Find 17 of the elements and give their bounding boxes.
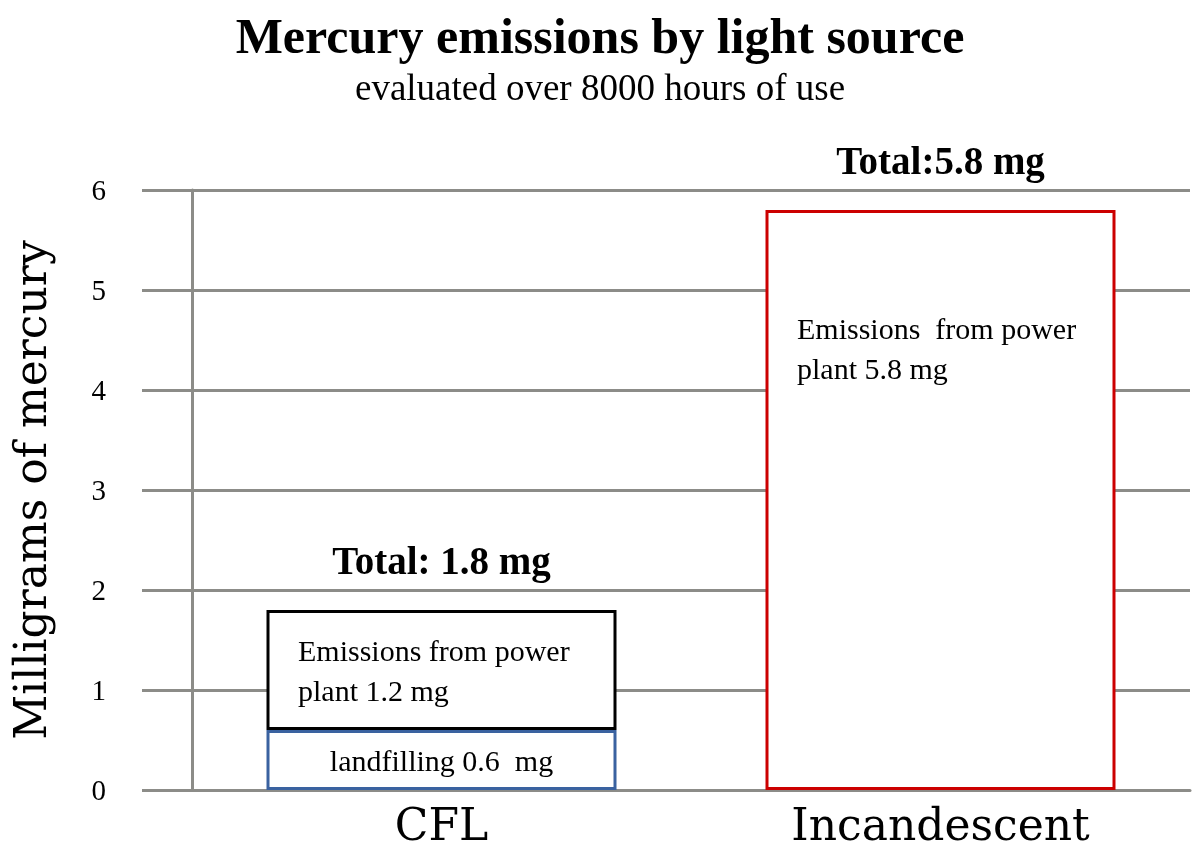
data-label: landfilling 0.6 mg [329, 743, 554, 777]
chart-subtitle: evaluated over 8000 hours of use [354, 67, 846, 108]
y-tick-label: 1 [91, 674, 106, 706]
y-tick-label: 4 [91, 374, 107, 406]
total-label: Total: 1.8 mg [332, 539, 552, 583]
x-tick-label: CFL [394, 798, 489, 847]
data-label: Emissions from power plant 5.8 mg [797, 312, 1084, 386]
y-tick-label: 0 [91, 774, 106, 806]
y-tick-label: 5 [91, 274, 106, 306]
x-tick-label: Incandescent [791, 798, 1091, 847]
y-axis-title: Milligrams of mercury [4, 240, 56, 740]
y-tick-label: 3 [91, 474, 106, 506]
y-tick-label: 2 [91, 574, 106, 606]
y-tick-label: 6 [91, 174, 106, 206]
data-label: Emissions from power plant 1.2 mg [298, 633, 578, 707]
chart-title: Mercury emissions by light source [235, 8, 965, 64]
total-label: Total:5.8 mg [836, 139, 1046, 183]
